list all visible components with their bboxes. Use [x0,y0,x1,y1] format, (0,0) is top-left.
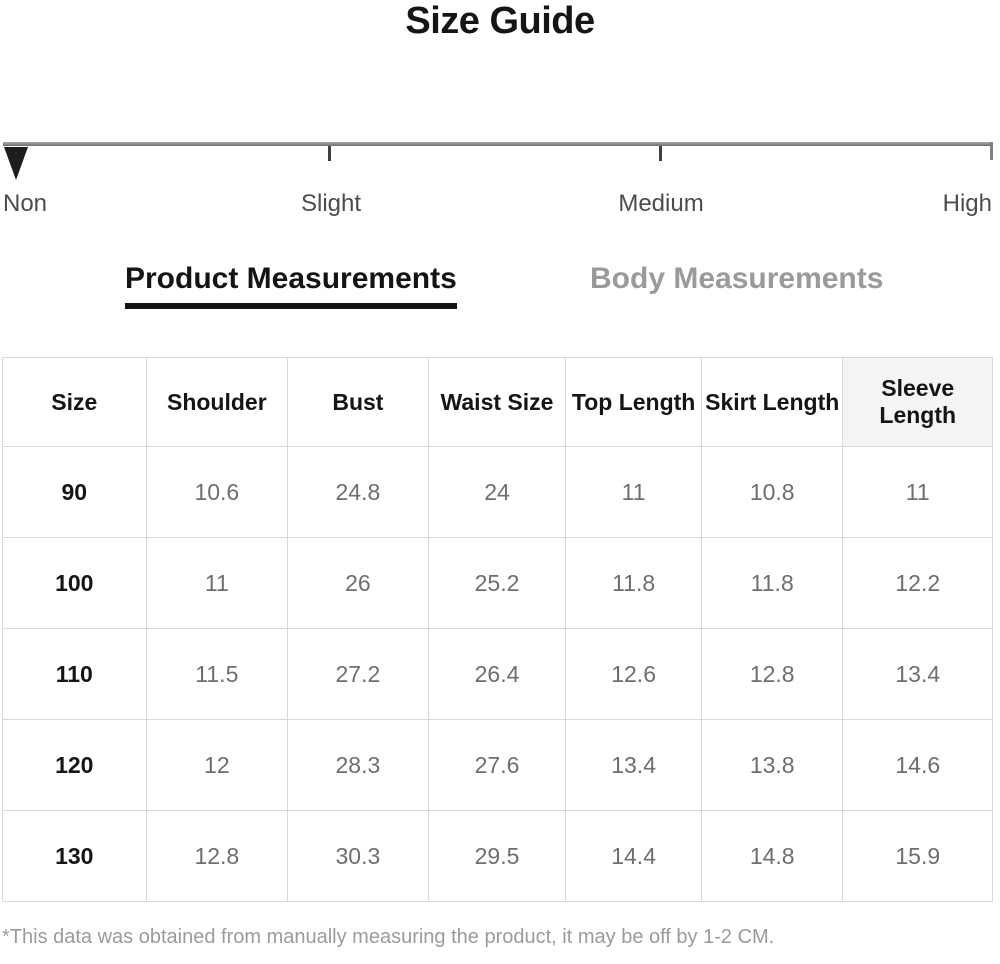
table-cell: 11 [565,446,702,538]
table-cell: 11 [145,537,289,629]
table-cell: 110 [2,628,147,720]
table-cell: 10.8 [700,446,844,538]
column-header-bust: Bust [287,357,429,447]
table-cell: 13.4 [842,628,993,720]
table-cell: 10.6 [145,446,289,538]
column-header-shoulder: Shoulder [145,357,289,447]
column-header-skirt-length: Skirt Length [700,357,844,447]
footnote: *This data was obtained from manually me… [2,926,775,948]
scale-tick-slight [328,146,331,161]
scale-label-slight: Slight [300,190,362,217]
table-cell: 12.8 [145,810,289,902]
column-header-top-length: Top Length [565,357,702,447]
table-cell: 13.4 [565,719,702,811]
table-cell: 12.8 [700,628,844,720]
scale-marker-triangle-icon [4,147,28,180]
table-cell: 26 [287,537,429,629]
table-cell: 100 [2,537,147,629]
scale-tick-medium [659,146,662,161]
table-cell: 27.2 [287,628,429,720]
table-cell: 11.8 [700,537,844,629]
table-cell: 25.2 [427,537,567,629]
table-cell: 15.9 [842,810,993,902]
tab-body-measurements[interactable]: Body Measurements [590,262,884,295]
table-cell: 13.8 [700,719,844,811]
scale-line [3,142,992,146]
table-cell: 24 [427,446,567,538]
table-cell: 14.8 [700,810,844,902]
table-cell: 24.8 [287,446,429,538]
table-cell: 90 [2,446,147,538]
table-cell: 27.6 [427,719,567,811]
table-row: 130 12.8 30.3 29.5 14.4 14.8 15.9 [2,810,993,902]
table-cell: 11 [842,446,993,538]
table-cell: 11.5 [145,628,289,720]
table-cell: 28.3 [287,719,429,811]
table-row: 90 10.6 24.8 24 11 10.8 11 [2,446,993,538]
table-cell: 130 [2,810,147,902]
table-header-row: Size Shoulder Bust Waist Size Top Length… [2,357,993,447]
column-header-waist-size: Waist Size [427,357,567,447]
table-cell: 14.6 [842,719,993,811]
table-row: 100 11 26 25.2 11.8 11.8 12.2 [2,537,993,629]
table-cell: 30.3 [287,810,429,902]
table-cell: 11.8 [565,537,702,629]
column-header-size: Size [2,357,147,447]
page-title: Size Guide [405,0,595,42]
measurements-table: Size Shoulder Bust Waist Size Top Length… [2,357,993,902]
table-cell: 12 [145,719,289,811]
scale-label-medium: Medium [618,190,704,217]
table-cell: 29.5 [427,810,567,902]
column-header-sleeve-length: Sleeve Length [842,357,993,447]
table-cell: 12.6 [565,628,702,720]
table-row: 120 12 28.3 27.6 13.4 13.8 14.6 [2,719,993,811]
table-cell: 14.4 [565,810,702,902]
table-cell: 12.2 [842,537,993,629]
table-cell: 26.4 [427,628,567,720]
scale-label-non: Non [3,190,48,217]
scale-label-high: High [942,190,992,217]
table-row: 110 11.5 27.2 26.4 12.6 12.8 13.4 [2,628,993,720]
tab-product-measurements[interactable]: Product Measurements [125,262,457,309]
scale-tick-high [990,142,993,160]
table-cell: 120 [2,719,147,811]
